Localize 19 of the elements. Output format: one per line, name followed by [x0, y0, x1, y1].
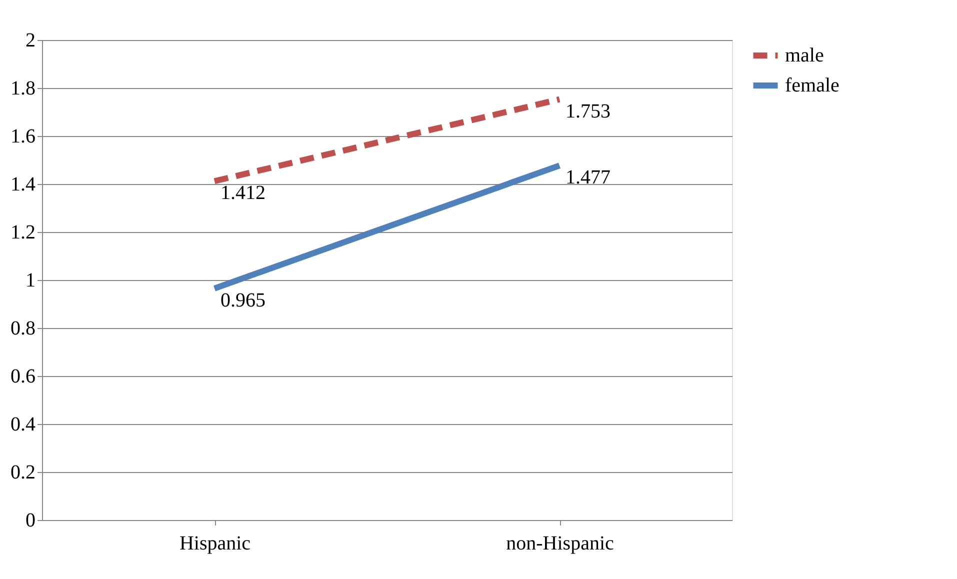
y-tick-label: 0.4 [10, 414, 36, 436]
y-tick-label: 0 [26, 510, 36, 532]
y-tick-label: 0.2 [10, 462, 36, 484]
y-tick-label: 1.2 [10, 222, 36, 244]
x-tick-label: non-Hispanic [506, 532, 614, 554]
legend-label: male [785, 44, 824, 66]
data-label: 1.412 [220, 182, 266, 204]
y-tick-label: 0.8 [10, 318, 36, 340]
y-tick-label: 0.6 [10, 366, 36, 388]
legend-label: female [785, 74, 840, 96]
y-tick-label: 2 [26, 30, 36, 52]
data-label: 0.965 [220, 289, 266, 312]
y-tick-label: 1.8 [10, 78, 36, 100]
x-tick-label: Hispanic [179, 532, 251, 554]
data-label: 1.477 [566, 166, 610, 189]
data-label: 1.753 [566, 100, 610, 122]
y-tick-label: 1 [26, 270, 36, 292]
y-tick-label: 1.4 [10, 174, 36, 196]
y-tick-label: 1.6 [10, 126, 36, 148]
